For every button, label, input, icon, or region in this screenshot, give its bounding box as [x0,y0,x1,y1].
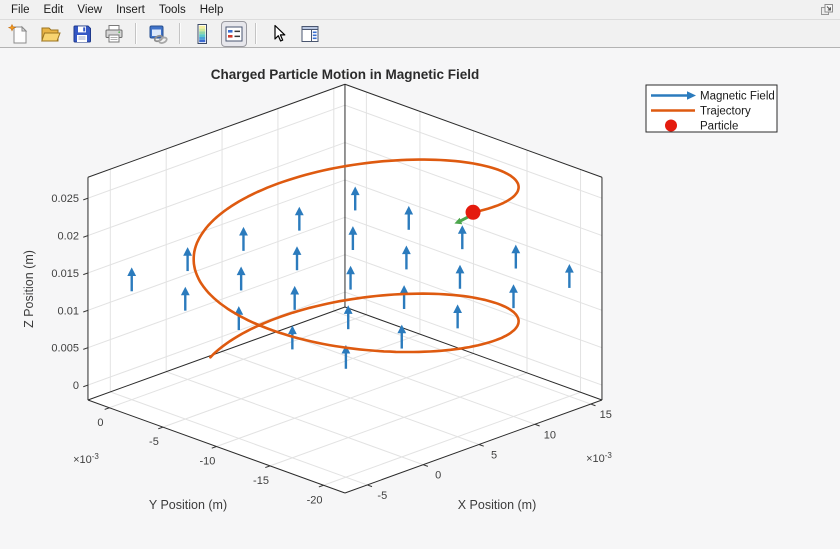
x-tick-label: 10 [544,429,556,441]
menu-tools[interactable]: Tools [158,3,186,16]
link-plot-button[interactable] [145,21,171,47]
print-icon [105,24,123,42]
x-tick-label: -5 [377,490,387,502]
x-tick-label: 0 [435,470,441,482]
field-arrow [180,286,190,311]
colorbar-icon [197,23,207,44]
field-arrow [239,226,248,251]
legend-icon [225,26,243,41]
x-axis-label: X Position (m) [458,498,537,512]
field-arrow [294,206,304,231]
toolbar-separator [255,23,257,44]
field-arrow [348,226,358,251]
save-icon [73,25,91,42]
y-tick-label: -15 [253,475,269,487]
insert-colorbar-button[interactable] [189,21,215,47]
figure-title: Charged Particle Motion in Magnetic Fiel… [211,67,480,82]
z-tick-label: 0.01 [58,305,79,317]
field-arrow [343,305,353,330]
property-editor-button[interactable] [297,21,323,47]
tick-marks [83,197,596,488]
z-tick-label: 0.025 [51,193,79,205]
menu-view[interactable]: View [77,3,103,16]
field-arrow [397,324,407,349]
legend-label: Trajectory [700,106,751,118]
tick-labels: -5 0 5 10 15 0 -5 -10 -15 -20 0 0.005 0.01 0.015 0.02 0… [51,193,612,506]
legend[interactable]: Magnetic Field Trajectory Particle [645,84,778,133]
field-arrow [455,264,465,289]
legend-label: Magnetic Field [700,91,775,103]
trajectory-line [192,158,520,359]
link-icon [149,25,168,44]
field-arrow [350,186,360,211]
field-arrow [183,247,192,272]
field-arrow [453,304,462,329]
property-editor-icon [301,25,319,42]
field-arrow [404,205,414,230]
save-button[interactable] [69,21,95,47]
print-button[interactable] [101,21,127,47]
field-arrow [509,284,518,309]
new-figure-button[interactable] [5,21,31,47]
y-tick-label: -20 [307,494,323,506]
menu-bar: File Edit View Insert Tools Help [0,0,840,20]
axes-wall-left [88,84,345,401]
z-axis-label: Z Position (m) [22,250,36,328]
legend-label: Particle [700,121,738,133]
z-tick-label: 0.02 [58,231,79,243]
field-arrow [399,285,409,309]
open-folder-icon [41,27,61,41]
axes-box [87,83,603,494]
y-tick-label: 0 [97,417,103,429]
field-arrow [236,266,246,291]
z-tick-label: 0.015 [51,268,79,280]
field-arrow [457,225,467,250]
y-axis-multiplier: ×10-3 [73,452,99,466]
y-tick-label: -5 [149,436,159,448]
x-axis-multiplier: ×10-3 [586,451,612,465]
y-axis-label: Y Position (m) [149,498,227,512]
new-document-icon [7,23,28,43]
z-tick-label: 0.005 [51,343,79,355]
toolbar-separator [179,23,181,44]
detach-window-icon[interactable] [818,2,836,18]
particle-marker [465,204,481,220]
field-arrow [511,244,521,269]
menu-help[interactable]: Help [199,3,224,16]
field-arrow [292,246,302,271]
open-button[interactable] [37,21,63,47]
toolbar-separator [135,23,137,44]
legend-arrow-head [687,91,696,100]
menu-file[interactable]: File [11,3,30,16]
field-arrow [346,265,355,290]
menu-insert[interactable]: Insert [116,3,145,16]
magnetic-field-arrows [127,186,574,369]
field-arrow [341,344,351,369]
figure-toolbar [0,20,840,48]
field-arrow [290,285,300,310]
field-arrow [565,264,574,288]
figure-canvas: -5 0 5 10 15 0 -5 -10 -15 -20 0 0.005 0.01 0.015 0.02 0… [22,67,778,512]
menu-edit[interactable]: Edit [43,3,64,16]
z-tick-label: 0 [73,380,79,392]
pointer-icon [274,24,286,42]
x-tick-label: 5 [491,449,497,461]
x-tick-label: 15 [600,409,612,421]
field-arrow [127,267,137,292]
insert-legend-button[interactable] [221,20,247,47]
field-arrow [402,245,411,270]
edit-plot-button[interactable] [265,21,291,47]
legend-dot-marker [665,119,677,132]
y-tick-label: -10 [200,456,216,468]
